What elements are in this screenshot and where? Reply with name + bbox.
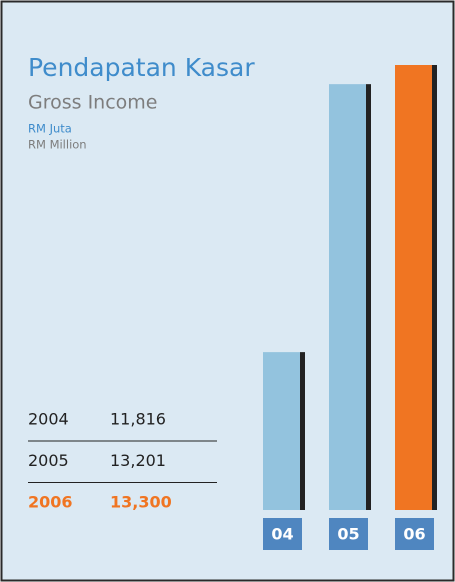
table-year: 2005 xyxy=(28,451,69,470)
table-year: 2004 xyxy=(28,410,69,429)
unit-label: RM Juta xyxy=(28,122,72,136)
unit-label-en: RM Million xyxy=(28,138,87,152)
table-value: 13,201 xyxy=(110,451,166,470)
table-value: 13,300 xyxy=(110,493,172,512)
x-tick-label: 06 xyxy=(403,525,425,544)
bar-shadow xyxy=(366,84,371,510)
chart-subtitle: Gross Income xyxy=(28,92,158,114)
bar xyxy=(329,84,366,510)
bar-label-box xyxy=(395,518,434,550)
bar-shadow xyxy=(300,352,305,510)
chart-title: Pendapatan Kasar xyxy=(28,53,255,82)
x-tick-label: 04 xyxy=(271,525,293,544)
bar xyxy=(263,352,300,510)
x-tick-label: 05 xyxy=(337,525,359,544)
bar-label-box xyxy=(263,518,302,550)
bar-shadow xyxy=(432,65,437,510)
table-year: 2006 xyxy=(28,493,73,512)
bar xyxy=(395,65,432,510)
table-value: 11,816 xyxy=(110,410,166,429)
bar-label-box xyxy=(329,518,368,550)
